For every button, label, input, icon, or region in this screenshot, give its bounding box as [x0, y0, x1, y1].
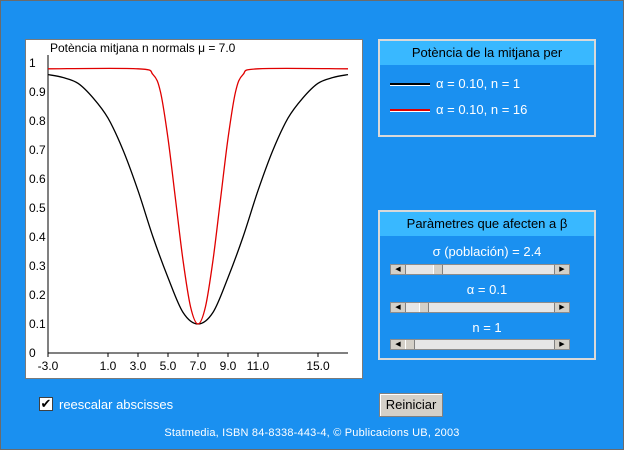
y-tick-label: 0.2 — [29, 288, 46, 302]
y-tick-label: 0.1 — [29, 317, 46, 331]
legend-swatch-red — [390, 109, 430, 112]
series-line-0 — [47, 73, 349, 325]
n-slider[interactable]: ◀ ▶ — [390, 339, 570, 350]
legend-label-n16: α = 0.10, n = 16 — [436, 102, 528, 117]
x-tick-label: 5.0 — [160, 359, 177, 373]
series-line-1 — [47, 67, 349, 325]
x-tick-label: 11.0 — [247, 359, 270, 373]
chart-axes — [47, 55, 348, 354]
legend-label-n1: α = 0.10, n = 1 — [436, 76, 521, 91]
y-tick-label: 0.9 — [29, 85, 46, 99]
power-chart-svg: Potència mitjana n normals μ = 7.0 00.10… — [29, 41, 349, 373]
alpha-slider-thumb[interactable] — [419, 303, 429, 312]
n-decrease-arrow-icon[interactable]: ◀ — [391, 340, 406, 349]
sigma-decrease-arrow-icon[interactable]: ◀ — [391, 265, 406, 274]
legend-swatch-black — [390, 83, 430, 86]
y-tick-label: 0.4 — [29, 230, 46, 244]
chart-title: Potència mitjana n normals μ = 7.0 — [50, 41, 236, 55]
legend-title: Potència de la mitjana per — [380, 41, 594, 65]
x-tick-label: -3.0 — [38, 359, 59, 373]
x-tick-label: 7.0 — [190, 359, 207, 373]
power-plot: Potència mitjana n normals μ = 7.0 0 0.1 0… — [25, 39, 363, 379]
y-tick-label: 0 — [29, 346, 36, 360]
x-tick-label: 1.0 — [100, 359, 117, 373]
x-tick-label: 3.0 — [130, 359, 147, 373]
footer-credits: Statmedia, ISBN 84-8338-443-4, © Publica… — [164, 427, 460, 439]
alpha-decrease-arrow-icon[interactable]: ◀ — [391, 303, 406, 312]
legend-panel: Potència de la mitjana per α = 0.10, n =… — [378, 39, 596, 137]
y-tick-label: 0.7 — [29, 143, 46, 157]
x-tick-label: 15.0 — [306, 359, 330, 373]
alpha-label: α = 0.1 — [466, 282, 508, 297]
y-tick-labels: 0 0.1 0.2 0.3 0.4 0.5 0.6 0.7 0.8 0.9 1 — [29, 56, 46, 360]
y-tick-label: 0.8 — [29, 114, 46, 128]
y-tick-label: 0.3 — [29, 259, 46, 273]
reset-button[interactable]: Reiniciar — [379, 393, 443, 417]
series-lines — [47, 67, 349, 325]
rescale-checkbox[interactable]: ✔ — [39, 397, 53, 411]
x-tick-label: 9.0 — [220, 359, 237, 373]
sigma-increase-arrow-icon[interactable]: ▶ — [554, 265, 569, 274]
rescale-label: reescalar abscisses — [59, 397, 174, 412]
sigma-slider-thumb[interactable] — [433, 265, 443, 274]
y-tick-label: 0.6 — [29, 172, 46, 186]
parameters-panel: Paràmetres que afecten a β σ (población)… — [378, 210, 596, 360]
y-tick-label: 0.5 — [29, 201, 46, 215]
checkmark-icon: ✔ — [40, 396, 52, 411]
x-tick-labels: -3.0 1.0 3.0 5.0 7.0 9.0 11.0 15.0 — [38, 353, 330, 373]
n-label: n = 1 — [472, 320, 502, 335]
y-tick-label: 1 — [29, 56, 36, 70]
alpha-slider[interactable]: ◀ ▶ — [390, 302, 570, 313]
n-increase-arrow-icon[interactable]: ▶ — [554, 340, 569, 349]
sigma-label: σ (población) = 2.4 — [432, 244, 542, 259]
parameters-title: Paràmetres que afecten a β — [380, 212, 594, 236]
alpha-increase-arrow-icon[interactable]: ▶ — [554, 303, 569, 312]
n-slider-thumb[interactable] — [405, 340, 415, 349]
sigma-slider[interactable]: ◀ ▶ — [390, 264, 570, 275]
